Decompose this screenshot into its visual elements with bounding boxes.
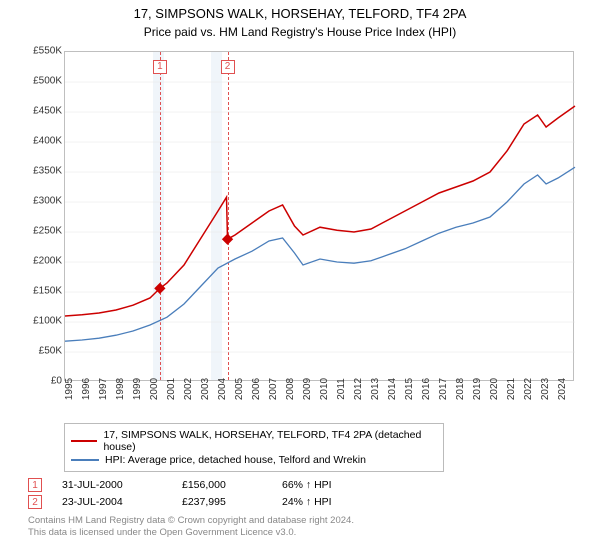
sales-row-2: 2 23-JUL-2004 £237,995 24% ↑ HPI <box>28 495 580 509</box>
series-line-hpi <box>65 167 575 341</box>
sale-marker-2: 2 <box>28 495 42 509</box>
y-tick-label: £350K <box>20 166 62 177</box>
sale-point <box>222 234 233 245</box>
y-tick-label: £500K <box>20 76 62 87</box>
legend-row-1: 17, SIMPSONS WALK, HORSEHAY, TELFORD, TF… <box>71 429 437 453</box>
plot-area: 12 <box>64 51 574 381</box>
chart-area: 12 £0£50K£100K£150K£200K£250K£300K£350K£… <box>20 47 580 417</box>
y-tick-label: £250K <box>20 226 62 237</box>
y-tick-label: £200K <box>20 256 62 267</box>
sale-pct-2: 24% ↑ HPI <box>282 496 372 508</box>
sale-pct-1: 66% ↑ HPI <box>282 479 372 491</box>
sale-price-2: £237,995 <box>182 496 262 508</box>
legend-label-2: HPI: Average price, detached house, Telf… <box>105 454 366 466</box>
y-tick-label: £150K <box>20 286 62 297</box>
line-chart-svg <box>65 52 575 382</box>
sale-label-box: 2 <box>221 60 235 74</box>
y-tick-label: £400K <box>20 136 62 147</box>
footer: Contains HM Land Registry data © Crown c… <box>28 515 572 540</box>
footer-line-2: This data is licensed under the Open Gov… <box>28 527 572 539</box>
y-tick-label: £0 <box>20 376 62 387</box>
sale-price-1: £156,000 <box>182 479 262 491</box>
chart-title: 17, SIMPSONS WALK, HORSEHAY, TELFORD, TF… <box>0 0 600 21</box>
y-tick-label: £450K <box>20 106 62 117</box>
legend: 17, SIMPSONS WALK, HORSEHAY, TELFORD, TF… <box>64 423 444 472</box>
sale-date-1: 31-JUL-2000 <box>62 479 162 491</box>
legend-swatch-1 <box>71 440 97 442</box>
y-tick-label: £50K <box>20 346 62 357</box>
y-tick-label: £550K <box>20 46 62 57</box>
sale-date-2: 23-JUL-2004 <box>62 496 162 508</box>
sales-row-1: 1 31-JUL-2000 £156,000 66% ↑ HPI <box>28 478 580 492</box>
footer-line-1: Contains HM Land Registry data © Crown c… <box>28 515 572 527</box>
legend-row-2: HPI: Average price, detached house, Telf… <box>71 454 437 466</box>
y-tick-label: £300K <box>20 196 62 207</box>
legend-label-1: 17, SIMPSONS WALK, HORSEHAY, TELFORD, TF… <box>103 429 437 453</box>
sale-marker-1: 1 <box>28 478 42 492</box>
chart-subtitle: Price paid vs. HM Land Registry's House … <box>0 21 600 47</box>
legend-swatch-2 <box>71 459 99 461</box>
sales-table: 1 31-JUL-2000 £156,000 66% ↑ HPI 2 23-JU… <box>28 478 580 509</box>
y-tick-label: £100K <box>20 316 62 327</box>
series-line-price_paid <box>65 106 575 316</box>
sale-label-box: 1 <box>153 60 167 74</box>
x-tick-label: 2024 <box>557 374 585 404</box>
